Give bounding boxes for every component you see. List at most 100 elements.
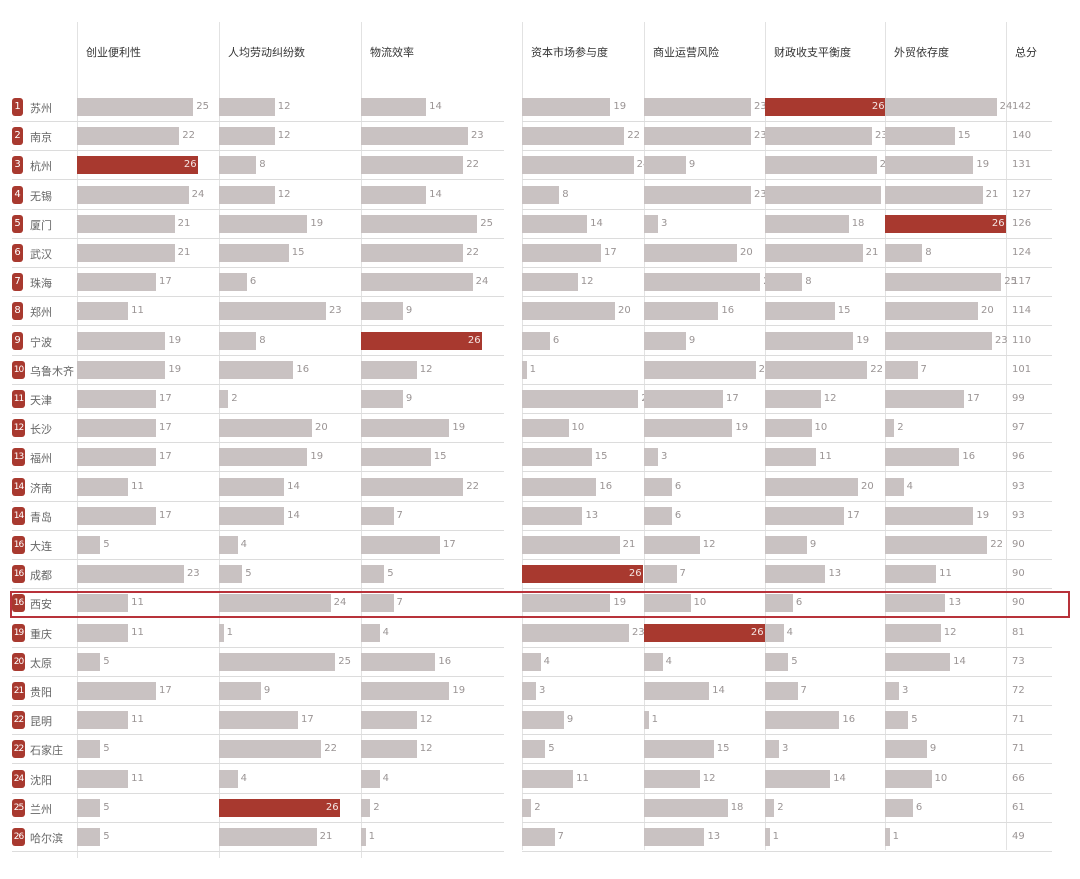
row-divider (522, 529, 1052, 531)
bar (644, 828, 705, 846)
bar (644, 419, 733, 438)
bar (644, 506, 672, 525)
city-label: 珠海 (30, 277, 52, 291)
bar (77, 331, 166, 350)
bar-value: 6 (795, 597, 803, 609)
bar-value: 4 (240, 772, 247, 784)
bar-value: 16 (721, 305, 735, 317)
bar-value: 7 (800, 685, 807, 696)
bar (219, 419, 312, 438)
bar-value: 1 (892, 831, 900, 842)
bar-value: 9 (688, 159, 696, 171)
total-score: 97 (1012, 422, 1025, 434)
bar (644, 740, 714, 759)
bar-value: 22 (466, 480, 480, 492)
bar-value: 19 (452, 422, 466, 434)
bar-value: 8 (562, 188, 569, 200)
bar (765, 273, 803, 292)
bar (361, 506, 394, 525)
column-divider (361, 22, 362, 858)
bar-value: 5 (103, 743, 110, 755)
bar (361, 331, 482, 350)
bar (765, 331, 854, 350)
bar-value: 9 (809, 539, 817, 550)
bar (77, 477, 129, 496)
city-label: 宁波 (30, 335, 52, 349)
city-label: 无锡 (30, 189, 52, 203)
bar (219, 156, 257, 175)
bar-value: 25 (1004, 276, 1017, 288)
bar-value: 26 (871, 101, 885, 112)
bar (361, 740, 417, 759)
total-score: 90 (1012, 597, 1025, 609)
bar-value: 12 (419, 743, 433, 755)
bar (77, 682, 157, 700)
bar (522, 302, 615, 321)
bar-value: 4 (786, 626, 793, 638)
bar-value: 14 (429, 188, 442, 200)
bar-value: 4 (240, 539, 247, 550)
bar (77, 565, 184, 584)
bar (765, 360, 868, 379)
bar (522, 682, 536, 700)
bar (361, 828, 366, 846)
bar-value: 14 (287, 480, 300, 492)
bar-value: 19 (976, 509, 990, 521)
bar (885, 828, 890, 846)
bar-value: 22 (466, 159, 480, 171)
bar (77, 360, 166, 379)
bar-value: 13 (948, 597, 962, 609)
row-divider (522, 821, 1052, 823)
bar-value: 8 (259, 159, 266, 171)
city-label: 天津 (30, 394, 52, 407)
bar-value: 17 (159, 422, 172, 434)
row-divider (522, 179, 1052, 181)
bar (77, 302, 129, 321)
bar-value: 11 (576, 772, 589, 784)
rank-badge: 10 (12, 360, 25, 379)
bar (644, 185, 751, 204)
row-divider (12, 529, 504, 531)
bar (361, 185, 427, 204)
bar (765, 98, 886, 116)
column-header: 商业运营风险 (653, 46, 719, 59)
bar (885, 448, 960, 467)
bar-value: 2 (373, 801, 380, 813)
bar (765, 565, 826, 584)
bar (885, 711, 909, 730)
row-divider (12, 763, 504, 765)
rank-badge: 6 (12, 244, 23, 262)
rank-badge: 24 (12, 769, 25, 788)
bar (361, 127, 468, 146)
row-divider (12, 471, 504, 473)
row-divider (12, 792, 504, 794)
bar (644, 623, 765, 642)
bar-value: 9 (688, 334, 696, 346)
bar-value: 7 (679, 568, 686, 580)
row-divider (522, 267, 1052, 268)
bar-value: 9 (405, 305, 413, 317)
rank-badge: 14 (12, 477, 25, 496)
total-score: 127 (1012, 188, 1032, 200)
rank-badge: 1 (12, 98, 23, 116)
bar-value: 5 (911, 714, 918, 726)
bar-value: 17 (301, 714, 314, 726)
bar-value: 17 (159, 685, 172, 696)
bar (522, 828, 555, 846)
bar (77, 448, 157, 467)
bar-value: 16 (599, 480, 613, 492)
row-divider (12, 588, 504, 590)
bar-value: 23 (186, 568, 200, 580)
total-score: 71 (1012, 714, 1025, 726)
bar-value: 20 (618, 305, 631, 317)
bar (361, 623, 380, 642)
bar-value: 15 (291, 247, 305, 258)
bar-value: 12 (277, 130, 291, 142)
bar (77, 769, 129, 788)
row-divider (12, 121, 504, 122)
bar (765, 828, 770, 846)
city-label: 郑州 (30, 306, 52, 320)
bar-value: 11 (131, 305, 144, 317)
bar-value: 14 (953, 655, 966, 667)
